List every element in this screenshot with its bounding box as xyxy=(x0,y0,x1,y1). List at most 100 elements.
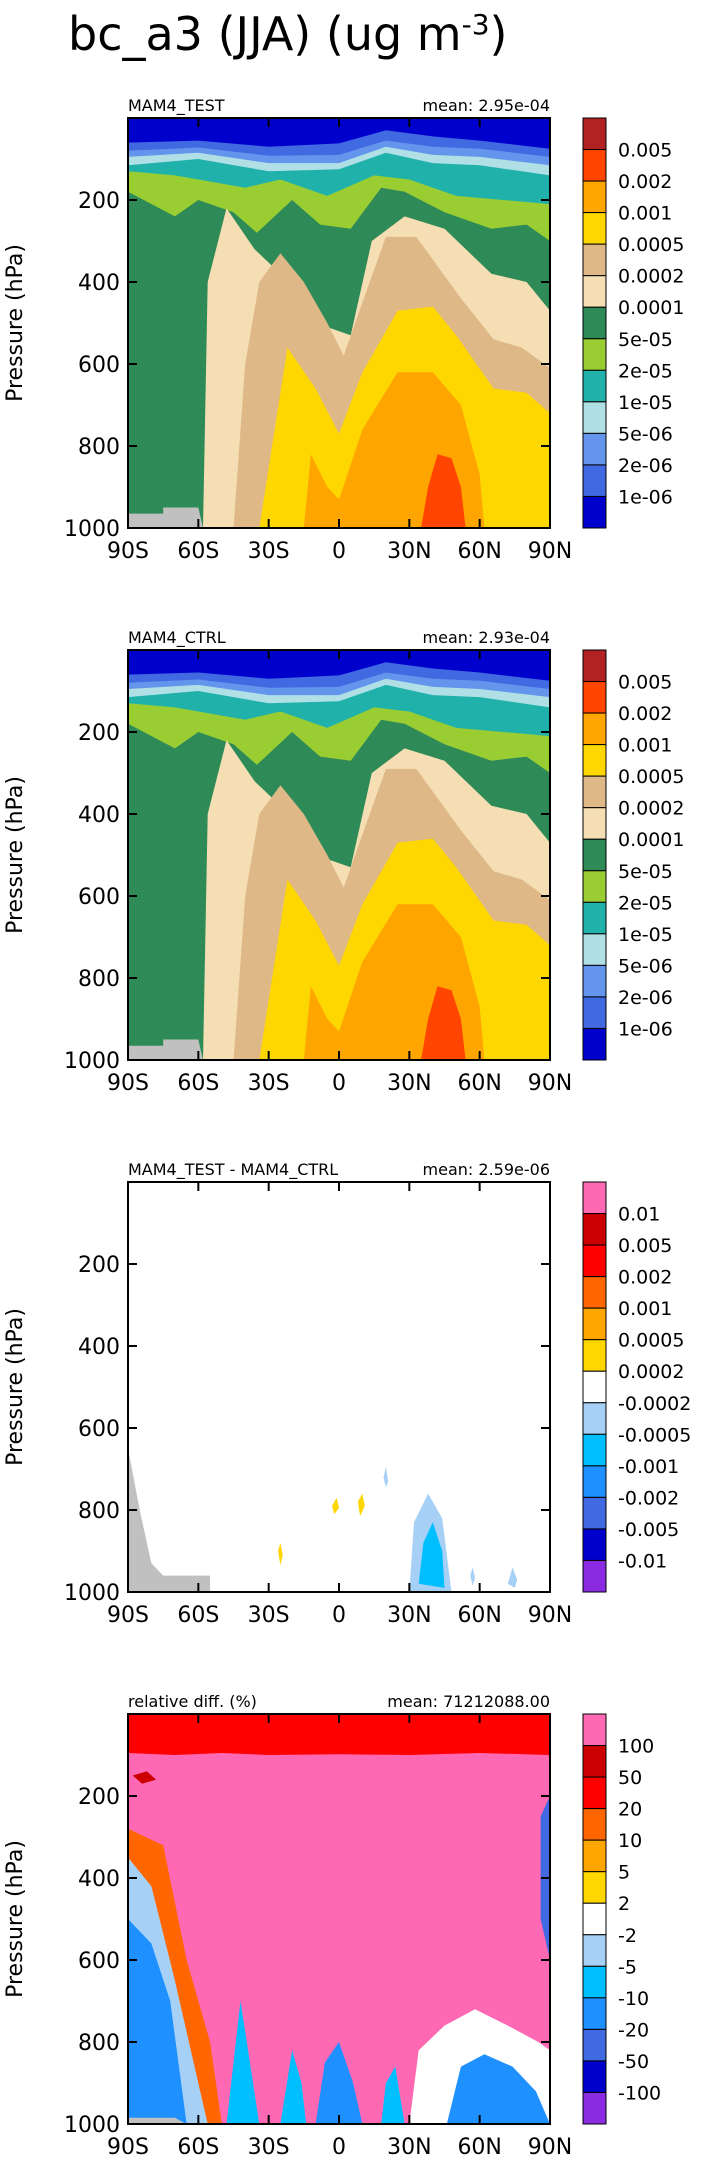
colorbar-swatch xyxy=(582,649,607,683)
colorbar-label: 0.005 xyxy=(618,140,672,162)
panel-left-label: relative diff. (%) xyxy=(128,1692,257,1711)
figure-title-main: bc_a3 (JJA) (ug m xyxy=(68,7,462,61)
y-tick-label: 1000 xyxy=(64,1049,120,1074)
colorbar-label: 100 xyxy=(618,1736,654,1758)
colorbar-swatch xyxy=(582,2028,607,2062)
colorbar-label: 0.0001 xyxy=(618,829,684,851)
colorbar-label: -10 xyxy=(618,1988,649,2010)
panel-1: MAM4_TEST mean: 2.95e-0420040060080010009… xyxy=(3,96,684,564)
colorbar-label: 0.0005 xyxy=(618,766,684,788)
colorbar-label: -5 xyxy=(618,1956,637,1978)
colorbar-label: -0.0002 xyxy=(618,1393,691,1415)
colorbar-label: 2 xyxy=(618,1893,630,1915)
x-tick-label: 60S xyxy=(177,1603,219,1628)
x-tick-label: 90S xyxy=(107,1071,149,1096)
colorbar-label: 0.005 xyxy=(618,1235,672,1257)
panel-left-label: MAM4_CTRL xyxy=(128,628,226,648)
panel-2: MAM4_CTRL mean: 2.93e-0420040060080010009… xyxy=(3,628,684,1096)
panels: MAM4_TEST mean: 2.95e-0420040060080010009… xyxy=(3,96,691,2160)
colorbar-swatch xyxy=(582,2091,607,2125)
colorbar-label: 0.0005 xyxy=(618,234,684,256)
colorbar-label: 1e-05 xyxy=(618,924,673,946)
colorbar-swatch xyxy=(582,1402,607,1435)
colorbar-swatch xyxy=(582,681,607,714)
x-tick-label: 90N xyxy=(528,2135,572,2160)
colorbar-swatch xyxy=(582,275,607,308)
colorbar-label: 50 xyxy=(618,1767,642,1789)
colorbar: 0.01 0.005 0.002 0.001 0.0005 0.0002 -0.0002 -0… xyxy=(582,1181,691,1593)
colorbar-label: -0.002 xyxy=(618,1487,679,1509)
colorbar-swatch xyxy=(582,432,607,466)
missing-data-mask xyxy=(128,2117,187,2124)
contour-band xyxy=(132,1771,157,1784)
colorbar-swatch xyxy=(582,1713,607,1747)
missing-data-mask xyxy=(128,507,203,528)
contour-band xyxy=(381,2066,405,2124)
y-tick-label: 1000 xyxy=(64,517,120,542)
x-tick-label: 30N xyxy=(387,1071,431,1096)
x-tick-label: 30N xyxy=(387,2135,431,2160)
colorbar-label: 20 xyxy=(618,1799,642,1821)
x-tick-label: 0 xyxy=(332,1603,346,1628)
contour-band xyxy=(470,1567,475,1586)
figure-title: bc_a3 (JJA) (ug m-3) xyxy=(68,7,507,61)
colorbar-swatch xyxy=(582,369,607,403)
colorbar-label: 1e-06 xyxy=(618,1018,673,1040)
contour-band xyxy=(446,2054,550,2124)
colorbar-label: 5e-05 xyxy=(618,861,673,883)
x-tick-label: 0 xyxy=(332,2135,346,2160)
contour-field xyxy=(128,650,550,1060)
colorbar-swatch xyxy=(582,1902,607,1936)
colorbar-label: 0.001 xyxy=(618,1298,672,1320)
y-tick-label: 400 xyxy=(78,803,120,828)
contour-band xyxy=(128,1919,187,2124)
colorbar-swatch xyxy=(582,1965,607,1999)
colorbar-swatch xyxy=(582,1027,607,1061)
contour-field xyxy=(128,1714,550,2124)
x-tick-label: 60S xyxy=(177,539,219,564)
colorbar-swatch xyxy=(582,775,607,809)
colorbar-swatch xyxy=(582,1934,607,1967)
colorbar-swatch xyxy=(582,870,607,903)
y-axis-label: Pressure (hPa) xyxy=(3,1840,28,1998)
colorbar-swatch xyxy=(582,1433,607,1467)
contour-band xyxy=(315,2042,363,2124)
panel-left-label: MAM4_TEST - MAM4_CTRL xyxy=(128,1160,338,1180)
colorbar-label: 1e-05 xyxy=(618,392,673,414)
y-tick-label: 400 xyxy=(78,271,120,296)
colorbar-label: 0.001 xyxy=(618,735,672,757)
colorbar-swatch xyxy=(582,2060,607,2093)
colorbar-swatch xyxy=(582,1276,607,1309)
y-axis-label: Pressure (hPa) xyxy=(3,1308,28,1466)
x-tick-label: 60S xyxy=(177,1071,219,1096)
x-tick-label: 60N xyxy=(457,539,501,564)
y-tick-label: 600 xyxy=(78,1949,120,1974)
colorbar-swatch xyxy=(582,1307,607,1341)
colorbar-swatch xyxy=(582,901,607,935)
colorbar-label: 1e-06 xyxy=(618,486,673,508)
colorbar-swatch xyxy=(582,1528,607,1561)
colorbar-swatch xyxy=(582,1370,607,1404)
colorbar-swatch xyxy=(582,1776,607,1810)
colorbar-swatch xyxy=(582,338,607,371)
colorbar-label: 0.002 xyxy=(618,703,672,725)
colorbar-swatch xyxy=(582,306,607,340)
colorbar-label: -2 xyxy=(618,1925,637,1947)
colorbar-swatch xyxy=(582,712,607,746)
colorbar: 100 50 20 10 5 2 -2 -5 -10 -20 -50 -100 xyxy=(582,1713,661,2125)
y-tick-label: 600 xyxy=(78,1417,120,1442)
colorbar-label: 2e-05 xyxy=(618,892,673,914)
contour-band xyxy=(383,1467,389,1488)
colorbar: 0.005 0.002 0.001 0.0005 0.0002 0.0001 5e-05 2e… xyxy=(582,117,684,529)
x-tick-label: 60N xyxy=(457,2135,501,2160)
figure-title-exponent: -3 xyxy=(462,8,490,41)
colorbar-label: 5e-05 xyxy=(618,329,673,351)
colorbar-label: 5 xyxy=(618,1862,630,1884)
colorbar-swatch xyxy=(582,212,607,245)
x-tick-label: 90S xyxy=(107,539,149,564)
contour-band xyxy=(357,1493,365,1517)
y-tick-label: 400 xyxy=(78,1867,120,1892)
colorbar-label: 2e-06 xyxy=(618,455,673,477)
colorbar-label: 0.001 xyxy=(618,203,672,225)
